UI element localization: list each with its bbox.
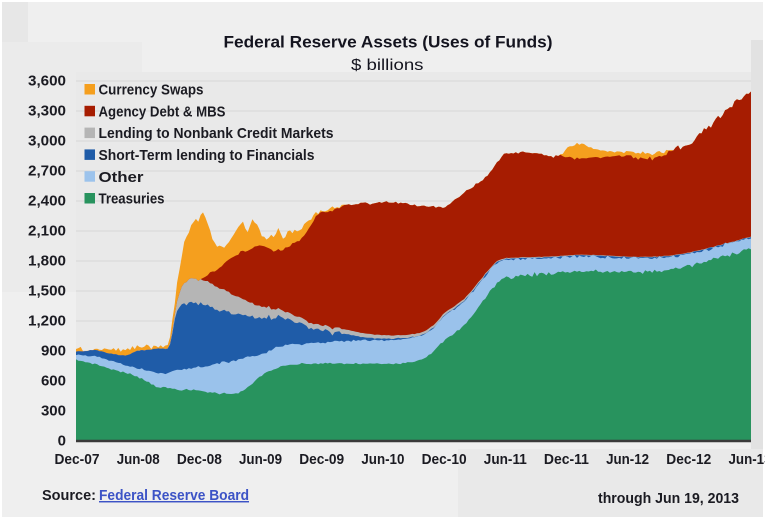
svg-text:3,300: 3,300: [28, 102, 66, 119]
svg-text:2,100: 2,100: [28, 222, 66, 239]
svg-text:Dec-07: Dec-07: [55, 451, 100, 468]
svg-text:Jun-08: Jun-08: [117, 451, 160, 468]
svg-text:Short-Term lending to Financia: Short-Term lending to Financials: [99, 147, 315, 164]
svg-text:Currency Swaps: Currency Swaps: [99, 82, 204, 99]
svg-text:0: 0: [58, 433, 66, 450]
svg-text:Federal Reserve Board: Federal Reserve Board: [99, 488, 249, 504]
svg-text:Dec-11: Dec-11: [544, 451, 589, 468]
svg-text:Jun-10: Jun-10: [361, 451, 404, 468]
svg-text:Source:: Source:: [42, 488, 96, 504]
svg-text:Dec-12: Dec-12: [666, 451, 711, 468]
svg-text:1,800: 1,800: [28, 252, 66, 269]
svg-text:Agency Debt & MBS: Agency Debt & MBS: [99, 103, 226, 120]
svg-text:2,400: 2,400: [28, 192, 66, 209]
svg-text:3,600: 3,600: [28, 72, 66, 89]
svg-text:Lending to Nonbank Credit Mark: Lending to Nonbank Credit Markets: [99, 125, 334, 142]
svg-text:3,000: 3,000: [28, 132, 66, 149]
svg-text:900: 900: [41, 342, 66, 359]
svg-text:Jun-09: Jun-09: [239, 451, 282, 468]
svg-text:Jun-13: Jun-13: [729, 451, 765, 468]
svg-text:through Jun 19, 2013: through Jun 19, 2013: [598, 491, 739, 507]
svg-text:$ billions: $ billions: [351, 57, 424, 74]
svg-text:1,200: 1,200: [28, 312, 66, 329]
svg-text:1,500: 1,500: [28, 282, 66, 299]
svg-text:Federal Reserve Assets (Uses o: Federal Reserve Assets (Uses of Funds): [224, 33, 553, 52]
svg-text:2,700: 2,700: [28, 162, 66, 179]
svg-text:Dec-08: Dec-08: [177, 451, 222, 468]
svg-text:Jun-11: Jun-11: [484, 451, 527, 468]
svg-text:Treasuries: Treasuries: [99, 191, 165, 208]
svg-text:Dec-09: Dec-09: [299, 451, 344, 468]
svg-text:Dec-10: Dec-10: [422, 451, 467, 468]
svg-text:Jun-12: Jun-12: [606, 451, 649, 468]
svg-text:300: 300: [41, 402, 66, 419]
svg-text:Other: Other: [99, 169, 144, 186]
svg-text:600: 600: [41, 372, 66, 389]
